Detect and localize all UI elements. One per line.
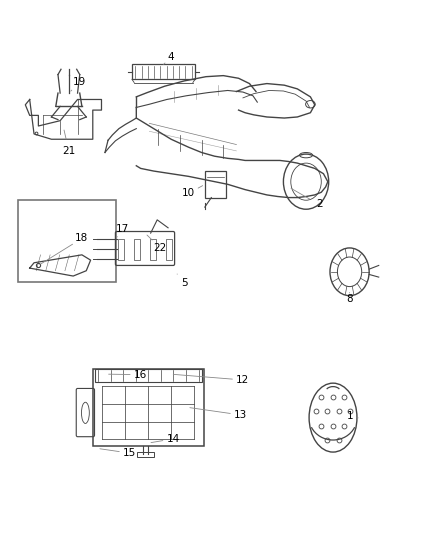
Bar [137,452,154,457]
Text: 12: 12 [237,375,250,385]
Bar [95,369,201,382]
Bar [18,200,116,282]
Text: 19: 19 [73,77,86,87]
Text: 2: 2 [316,199,322,209]
Text: 5: 5 [181,278,187,288]
Bar [150,239,156,260]
Text: 16: 16 [134,370,147,379]
Text: 22: 22 [154,243,167,253]
Text: 15: 15 [123,448,136,458]
Text: 21: 21 [62,146,75,156]
Text: 10: 10 [182,188,195,198]
Bar [118,239,124,260]
Bar [205,171,226,198]
Text: 17: 17 [116,224,129,235]
Text: 8: 8 [346,294,353,304]
Text: 1: 1 [347,411,354,421]
Bar [134,239,140,260]
Bar [132,64,195,79]
Bar [166,239,172,260]
Text: 13: 13 [234,410,247,420]
Bar [93,369,204,446]
Text: 14: 14 [167,434,180,444]
Text: 4: 4 [168,52,174,62]
Text: 18: 18 [75,233,88,244]
